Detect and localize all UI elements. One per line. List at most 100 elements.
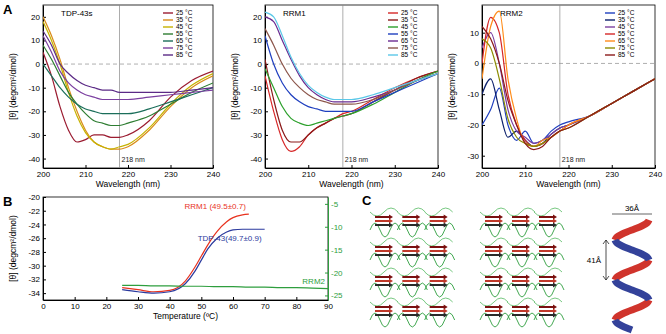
reference-line <box>43 64 213 65</box>
strand <box>512 275 530 280</box>
reference-line <box>265 64 438 65</box>
x-axis: 0102030405060708090 <box>41 297 333 311</box>
loop <box>370 313 400 327</box>
tick: -26 <box>28 234 46 243</box>
strand <box>430 215 448 220</box>
tick-label: -5 <box>331 200 339 209</box>
strand <box>539 249 557 254</box>
tick-mark <box>325 295 328 296</box>
tick-label: -40 <box>28 155 40 164</box>
tick-label: -40 <box>250 155 262 164</box>
tick-label: -20 <box>28 107 40 116</box>
legend-swatch <box>605 26 615 27</box>
tick-label: -10 <box>331 223 343 232</box>
legend-label: 55 °C <box>176 30 193 37</box>
tick: -30 <box>28 262 46 271</box>
helix-segment <box>615 300 649 320</box>
loop <box>480 268 508 276</box>
tick-label: 30 <box>134 302 143 311</box>
series-line <box>482 27 655 150</box>
chart-title: RRM1 <box>283 9 306 18</box>
series-line <box>43 64 213 114</box>
strand <box>430 249 448 254</box>
strand <box>430 275 448 280</box>
tick-label: 70 <box>261 302 270 311</box>
legend-label: 75 °C <box>176 44 193 51</box>
tick-mark <box>43 159 46 160</box>
reference-line <box>482 63 655 64</box>
strand <box>402 253 420 258</box>
tick-label: 240 <box>649 170 663 179</box>
loop <box>534 283 564 297</box>
strand <box>485 279 503 284</box>
loop <box>534 268 562 276</box>
legend-label: 35 °C <box>176 16 193 23</box>
strand <box>539 309 557 314</box>
tick: 80 <box>292 297 301 311</box>
tick-label: 210 <box>519 170 533 179</box>
tick-mark <box>43 197 46 198</box>
helix-segment <box>615 240 649 260</box>
legend-label: 85 °C <box>401 51 418 58</box>
tick: -20 <box>28 193 46 202</box>
strand <box>430 253 448 258</box>
legend-swatch <box>388 12 398 13</box>
legend-label: 85 °C <box>618 51 635 58</box>
tick-mark <box>213 165 214 168</box>
strand <box>485 313 503 318</box>
strand <box>539 245 557 250</box>
tick-label: -10 <box>250 84 262 93</box>
tick-mark <box>482 156 485 157</box>
tick-label: 0 <box>36 60 41 69</box>
helix-segment <box>615 280 649 300</box>
annotation-label: 218 nm <box>122 156 146 163</box>
y-axis-title: [θ] (degcm²/dmol) <box>8 215 18 282</box>
strand <box>512 305 530 310</box>
loop <box>507 313 537 327</box>
tick-mark <box>43 266 46 267</box>
legend-swatch <box>605 40 615 41</box>
strand <box>430 279 448 284</box>
loop <box>397 238 425 246</box>
tick-mark <box>201 297 202 300</box>
series-line <box>122 229 265 293</box>
tick-label: -20 <box>28 193 40 202</box>
loop <box>425 298 453 306</box>
helix-segment <box>615 320 632 330</box>
dimension-line <box>612 214 652 215</box>
strand <box>512 253 530 258</box>
plot-area <box>265 12 438 151</box>
legend-label: 25 °C <box>401 9 418 16</box>
tick-label: 80 <box>292 302 301 311</box>
loop <box>397 208 425 216</box>
strand <box>402 219 420 224</box>
strand <box>485 283 503 288</box>
strand <box>375 283 393 288</box>
tick-label: -20 <box>250 107 262 116</box>
chart: 218 nm200210220230240100-10-20-30Wavelen… <box>447 5 663 189</box>
dimension-line <box>606 240 607 280</box>
legend-label: 35 °C <box>618 16 635 23</box>
loop <box>397 223 427 237</box>
legend-swatch <box>605 47 615 48</box>
tick: 240 <box>649 165 663 179</box>
tick-label: -30 <box>250 131 262 140</box>
tick-mark <box>43 279 46 280</box>
strand <box>485 305 503 310</box>
tick-mark <box>525 165 526 168</box>
tick-mark <box>265 297 266 300</box>
strand <box>375 215 393 220</box>
tick-label: -28 <box>28 248 40 257</box>
strand <box>402 279 420 284</box>
tick-mark <box>655 165 656 168</box>
loop <box>507 208 535 216</box>
tick-label: 50 <box>197 302 206 311</box>
series-line <box>122 285 328 288</box>
tick-label: 40 <box>166 302 175 311</box>
tick-mark <box>43 135 46 136</box>
tick: 0 <box>36 60 46 69</box>
loop <box>480 298 508 306</box>
series-line <box>265 29 438 105</box>
axis-line <box>482 6 483 169</box>
legend-swatch <box>163 40 173 41</box>
